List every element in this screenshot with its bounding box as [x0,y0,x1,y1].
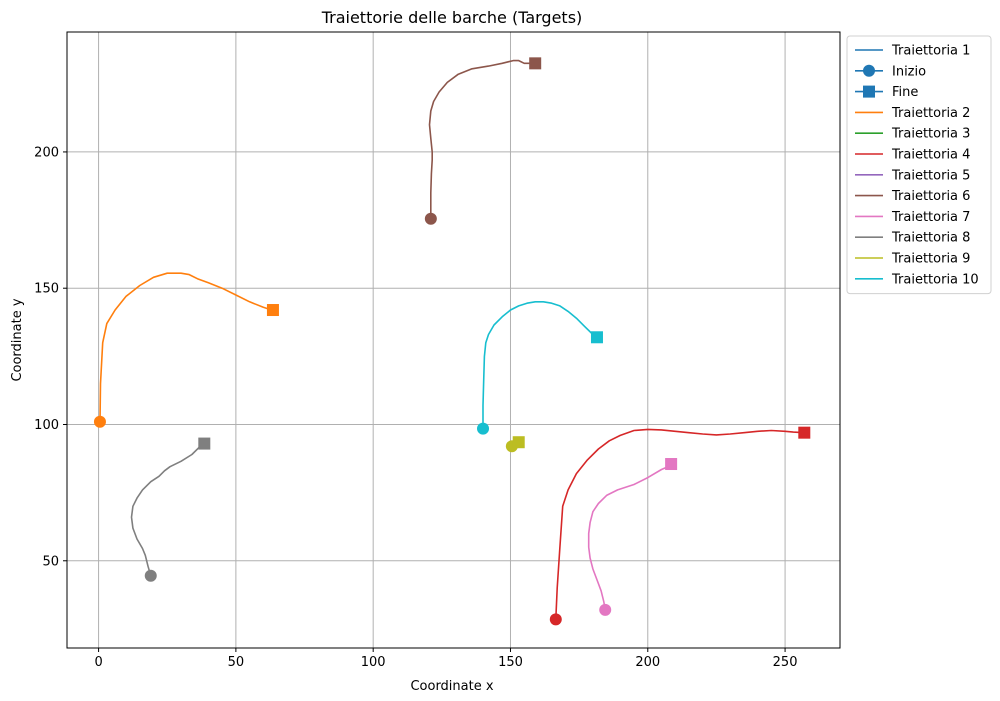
legend-label: Traiettoria 3 [891,127,970,142]
x-axis-ticks: 0 50 100 150 200 250 [94,648,797,670]
start-marker [144,569,157,582]
x-tick-label: 100 [361,655,386,670]
legend-label: Traiettoria 2 [891,106,970,121]
legend-label: Traiettoria 1 [891,44,970,59]
legend-label: Traiettoria 10 [891,272,979,287]
series-line [555,428,805,620]
legend-label: Traiettoria 7 [891,210,970,225]
end-marker [198,437,211,450]
legend-label: Traiettoria 4 [891,148,970,163]
end-marker [512,436,525,449]
legend-label: Traiettoria 8 [891,231,970,246]
grid [67,32,840,648]
series-layer [99,59,805,620]
x-tick-label: 250 [773,655,798,670]
series-line [482,301,597,429]
legend-label: Traiettoria 9 [891,252,970,267]
series-line [99,272,272,422]
start-marker [477,422,490,435]
marker-layer [93,57,811,626]
y-tick-label: 100 [34,418,59,433]
legend: Traiettoria 1 Inizio Fine Traiettoria 2 Trai… [846,35,992,295]
x-tick-label: 200 [635,655,660,670]
start-marker [424,212,437,225]
chart-title: Traiettorie delle barche (Targets) [321,8,583,27]
x-axis-label: Coordinate x [410,679,493,694]
end-marker [266,304,279,317]
start-marker [599,603,612,616]
legend-label: Fine [892,85,918,100]
y-tick-label: 50 [42,554,59,569]
series-line [428,59,536,221]
start-marker [93,415,106,428]
y-tick-label: 200 [34,145,59,160]
y-axis-label: Coordinate y [10,298,25,381]
legend-label: Inizio [892,64,926,79]
y-axis-ticks: 50 100 150 200 [34,145,67,569]
end-marker [798,426,811,439]
legend-label: Traiettoria 5 [891,168,970,183]
x-tick-label: 150 [498,655,523,670]
plot-area-frame [66,31,841,649]
legend-box [846,35,992,295]
y-tick-label: 150 [34,282,59,297]
end-marker [665,458,678,471]
start-marker [549,613,562,626]
series-line [130,443,204,577]
x-tick-label: 50 [228,655,245,670]
x-tick-label: 0 [94,655,102,670]
end-marker [529,57,542,70]
end-marker [590,331,603,344]
series-line [587,464,672,610]
legend-square-icon [863,85,875,98]
legend-label: Traiettoria 6 [891,189,970,204]
legend-circle-icon [863,64,875,77]
